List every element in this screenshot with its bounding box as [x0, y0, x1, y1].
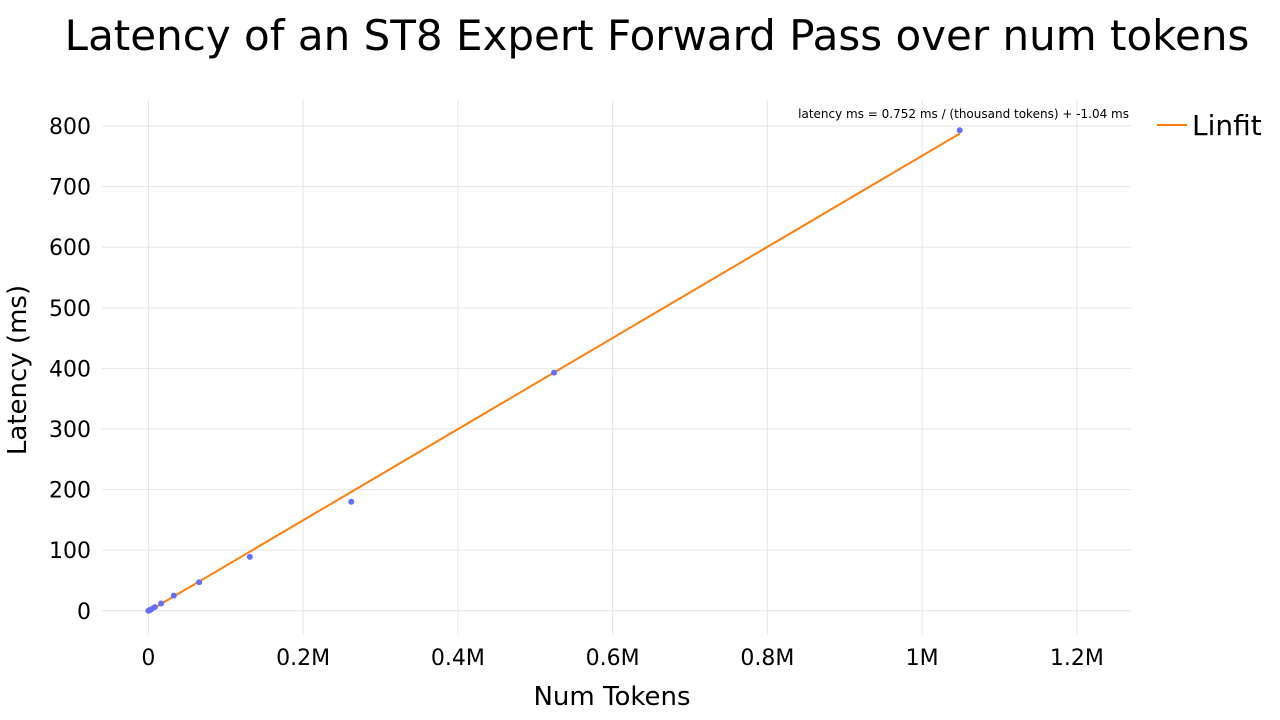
y-tick-label: 100	[49, 539, 91, 564]
x-tick-label: 0	[141, 646, 155, 671]
y-tick-label: 300	[49, 418, 91, 443]
legend-linfit-label: Linfit	[1192, 109, 1262, 142]
x-tick-label: 0.4M	[431, 646, 485, 671]
y-tick-label: 800	[49, 115, 91, 140]
data-point[interactable]	[348, 498, 355, 505]
data-points	[145, 127, 963, 614]
x-tick-labels: 0 0.2M 0.4M 0.6M 0.8M 1M 1.2M	[141, 646, 1103, 671]
y-tick-label: 600	[49, 236, 91, 261]
y-tick-label: 0	[77, 600, 91, 625]
x-tick-label: 0.8M	[740, 646, 794, 671]
data-point[interactable]	[196, 579, 203, 586]
data-point[interactable]	[551, 369, 558, 376]
y-tick-labels: 0 100 200 300 400 500 600 700 800	[49, 115, 91, 625]
chart-title: Latency of an ST8 Expert Forward Pass ov…	[65, 11, 1250, 60]
data-point[interactable]	[246, 553, 253, 560]
data-point[interactable]	[170, 592, 177, 599]
data-point[interactable]	[151, 604, 158, 611]
fit-annotation: latency ms = 0.752 ms / (thousand tokens…	[798, 107, 1129, 121]
data-point[interactable]	[158, 600, 165, 607]
x-gridlines	[147, 100, 1078, 635]
x-tick-label: 0.2M	[276, 646, 330, 671]
data-point[interactable]	[956, 127, 963, 134]
y-tick-label: 700	[49, 176, 91, 201]
y-gridlines	[102, 125, 1131, 612]
y-tick-label: 500	[49, 297, 91, 322]
y-axis-title: Latency (ms)	[3, 285, 33, 455]
y-tick-label: 200	[49, 479, 91, 504]
y-tick-label: 400	[49, 357, 91, 382]
legend[interactable]: Linfit	[1157, 109, 1262, 142]
x-tick-label: 1M	[906, 646, 939, 671]
x-axis-title: Num Tokens	[533, 682, 690, 712]
x-tick-label: 1.2M	[1050, 646, 1104, 671]
x-tick-label: 0.6M	[586, 646, 640, 671]
